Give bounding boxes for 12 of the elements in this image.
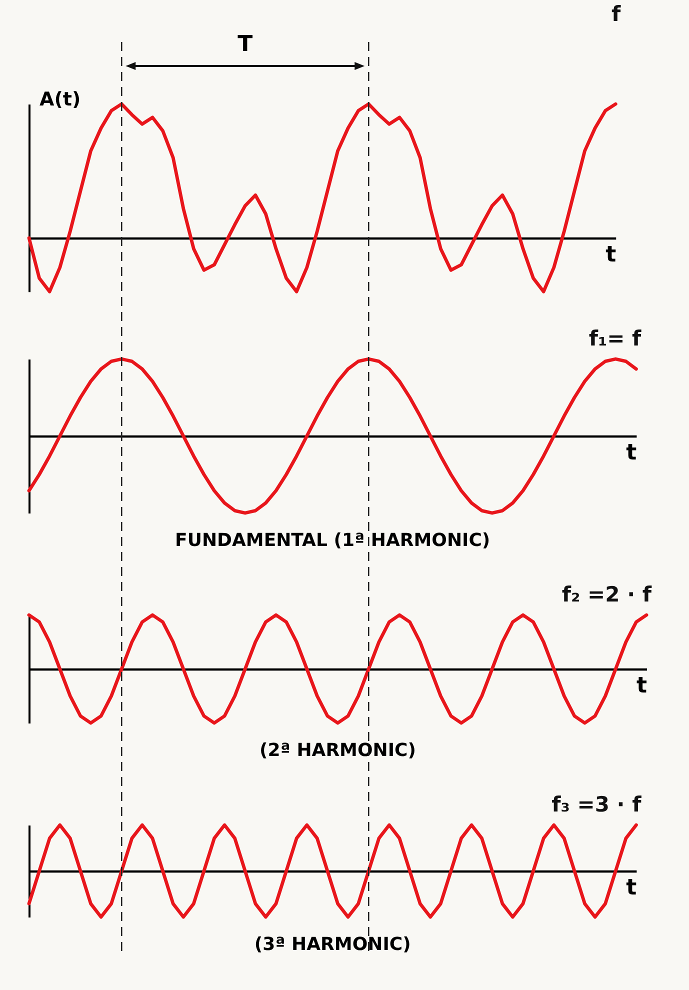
text: FUNDAMENTAL (1ª HARMONIC): [175, 530, 490, 551]
chart-title: f₁= f: [588, 326, 642, 350]
chart-title: f₃ =3 · f: [552, 792, 642, 816]
text: (3ª HARMONIC): [254, 934, 411, 955]
text: T: [238, 32, 253, 57]
x-axis-title: t: [626, 440, 638, 466]
chart-title: f₂ =2 · f: [562, 582, 652, 606]
x-axis-title: t: [626, 876, 638, 900]
y-axis-title: A(t): [40, 88, 81, 110]
x-axis-title: t: [636, 674, 648, 698]
chart-title: f: [611, 2, 622, 26]
x-axis-title: t: [606, 242, 617, 268]
